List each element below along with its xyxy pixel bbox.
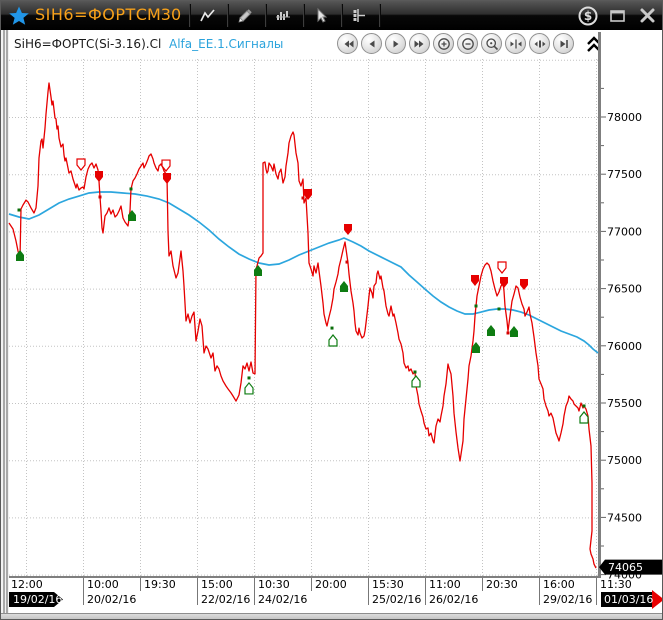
y-axis-label: 76500 — [607, 283, 642, 296]
last-price-badge — [599, 559, 662, 575]
sell-signal-marker — [500, 276, 508, 288]
y-axis-label: 77500 — [607, 168, 642, 181]
favorite-star-icon[interactable] — [8, 5, 30, 27]
end-date-arrow — [652, 590, 662, 609]
x-axis-date-label: 20/02/16 — [87, 593, 136, 606]
buy-signal-outline-marker — [244, 381, 254, 395]
buy-entry-dot — [17, 208, 21, 212]
x-axis-date-label: 26/02/16 — [429, 593, 478, 606]
cursor-icon[interactable] — [306, 4, 336, 27]
ma-line — [8, 191, 599, 354]
zoom-in-button[interactable] — [433, 33, 454, 54]
window-title-timeframe: M30 — [147, 5, 182, 24]
x-axis-date-label: 25/02/16 — [372, 593, 421, 606]
buy-entry-dot — [582, 404, 586, 408]
sell-signal-outline-marker — [161, 159, 171, 173]
buy-signal-outline-marker — [411, 374, 421, 388]
svg-text:$: $ — [584, 9, 592, 23]
indicator-list-icon[interactable] — [344, 4, 374, 27]
buy-signal-marker — [16, 249, 24, 261]
price-line — [8, 82, 597, 569]
buy-entry-dot — [474, 304, 478, 308]
sell-signal-outline-marker — [497, 261, 507, 274]
y-axis-label: 76000 — [607, 340, 642, 353]
x-axis-time-label: 10:30 — [258, 578, 290, 591]
x-axis-date-label: 29/02/16 — [543, 593, 592, 606]
x-axis-date-label: 22/02/16 — [201, 593, 250, 606]
x-axis-time-label: 12:00 — [11, 578, 43, 591]
last-price-badge-label: 74065 — [608, 561, 643, 574]
buy-signal-outline-marker — [579, 411, 589, 424]
y-axis-label: 74500 — [607, 511, 642, 524]
go-to-end-button[interactable] — [553, 33, 574, 54]
x-axis-time-label: 11:30 — [600, 578, 632, 591]
line-chart-icon[interactable] — [192, 4, 222, 27]
compress-bars-button[interactable] — [505, 33, 526, 54]
start-date-badge — [9, 592, 63, 607]
x-axis-time-label: 10:00 — [87, 578, 119, 591]
zoom-out-button[interactable] — [457, 33, 478, 54]
sell-signal-marker — [520, 279, 528, 291]
x-axis-time-label: 15:30 — [372, 578, 404, 591]
buy-signal-marker — [510, 325, 518, 337]
sell-signal-marker — [95, 171, 103, 183]
y-axis-label: 77000 — [607, 225, 642, 238]
close-button[interactable] — [636, 4, 660, 28]
x-axis-time-label: 19:30 — [144, 578, 176, 591]
window-title-symbol: SIH6=ФОРТС — [35, 5, 148, 24]
money-button[interactable]: $ — [576, 4, 600, 28]
chart-nav-toolbar — [337, 33, 574, 54]
sell-signal-marker — [304, 188, 312, 200]
buy-entry-dot — [497, 307, 501, 311]
end-date-badge-label: 01/03/16 — [604, 593, 653, 606]
sell-entry-dot — [301, 196, 305, 200]
buy-signal-marker — [340, 280, 348, 292]
title-bar: SIH6=ФОРТС M30 $ — [1, 1, 662, 30]
y-axis-label: 75000 — [607, 454, 642, 467]
fast-rewind-button[interactable] — [337, 33, 358, 54]
buy-entry-dot — [247, 376, 251, 380]
buy-signal-marker — [128, 209, 136, 221]
strategy-label[interactable]: Alfa_EE.1.Сигналы — [169, 37, 284, 51]
x-axis-time-label: 11:00 — [429, 578, 461, 591]
instrument-label: SiH6=ФОРТС(Si-3.16).Cl — [14, 37, 162, 51]
x-axis-time-label: 20:30 — [486, 578, 518, 591]
x-axis-date-label: 24/02/16 — [258, 593, 307, 606]
chart-header: SiH6=ФОРТС(Si-3.16).Cl Alfa_EE.1.Сигналы — [9, 30, 662, 58]
sell-entry-dot — [506, 331, 510, 335]
sell-signal-marker — [471, 275, 479, 287]
sell-entry-dot — [98, 195, 102, 199]
bar-width-button[interactable] — [529, 33, 550, 54]
window-controls: $ — [576, 3, 660, 28]
y-axis-label: 78000 — [607, 111, 642, 124]
panel-splitter[interactable] — [1, 30, 9, 613]
x-axis-time-label: 16:00 — [543, 578, 575, 591]
sell-signal-outline-marker — [76, 158, 86, 171]
step-forward-button[interactable] — [385, 33, 406, 54]
sell-signal-marker — [344, 223, 352, 235]
histogram-icon[interactable] — [268, 4, 298, 27]
restore-button[interactable] — [606, 4, 630, 28]
buy-signal-marker — [487, 325, 495, 337]
step-back-button[interactable] — [361, 33, 382, 54]
buy-signal-marker — [254, 264, 262, 276]
buy-entry-dot — [129, 187, 133, 191]
y-axis-label: 75500 — [607, 397, 642, 410]
buy-entry-dot — [330, 326, 334, 330]
start-date-badge-label: 19/02/16 — [13, 593, 62, 606]
zoom-window-button[interactable] — [481, 33, 502, 54]
x-axis-time-label: 20:00 — [315, 578, 347, 591]
window-bottom-edge — [1, 613, 662, 619]
sell-entry-dot — [345, 260, 349, 264]
sell-signal-marker — [163, 172, 171, 184]
buy-entry-dot — [413, 370, 417, 374]
buy-signal-outline-marker — [328, 334, 338, 347]
end-date-badge — [601, 592, 652, 607]
fast-forward-button[interactable] — [409, 33, 430, 54]
x-axis-time-label: 15:00 — [201, 578, 233, 591]
buy-signal-marker — [472, 341, 480, 353]
draw-pencil-icon[interactable] — [230, 4, 260, 27]
